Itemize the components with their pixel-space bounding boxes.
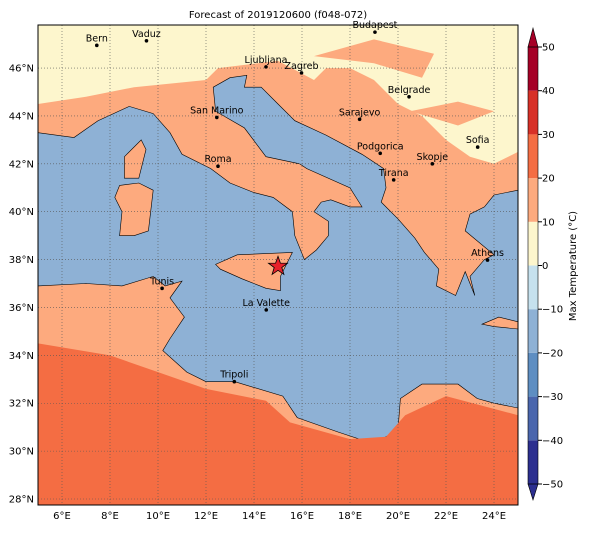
city-dot bbox=[299, 71, 304, 75]
map-frame bbox=[37, 24, 519, 506]
city-label: Sofia bbox=[466, 135, 490, 146]
lat-tick-label: 36°N bbox=[9, 303, 34, 314]
lat-tick-label: 34°N bbox=[9, 351, 34, 362]
city-dot bbox=[407, 95, 411, 99]
city-label: Tunis bbox=[149, 276, 174, 287]
city-label: Vaduz bbox=[132, 29, 161, 40]
city-label: San Marino bbox=[190, 105, 243, 116]
city-label: La Valette bbox=[242, 298, 290, 309]
colorbar-tick-label: 50 bbox=[542, 43, 555, 54]
lat-tick-label: 28°N bbox=[9, 495, 34, 506]
lat-tick-label: 42°N bbox=[9, 159, 34, 170]
colorbar-band bbox=[528, 265, 538, 310]
lon-tick-label: 12°E bbox=[194, 511, 218, 522]
city-dot bbox=[160, 286, 164, 291]
city-dot bbox=[232, 379, 237, 384]
city-label: Budapest bbox=[352, 20, 397, 31]
lon-tick-label: 24°E bbox=[482, 511, 506, 522]
colorbar-band bbox=[528, 221, 538, 266]
lat-tick-label: 38°N bbox=[9, 255, 34, 266]
land-island bbox=[124, 139, 147, 179]
city-dot bbox=[430, 162, 435, 166]
city-dot bbox=[485, 258, 490, 262]
lat-tick-label: 32°N bbox=[9, 399, 34, 410]
land-island bbox=[480, 316, 518, 330]
colorbar-band bbox=[528, 90, 538, 135]
city-label: Podgorica bbox=[357, 141, 404, 152]
city-label: Skopje bbox=[417, 152, 449, 163]
city-dot bbox=[373, 30, 377, 34]
colorbar-tick-label: 0 bbox=[542, 261, 548, 272]
colorbar-tick-label: 30 bbox=[542, 130, 555, 141]
lon-tick-label: 16°E bbox=[290, 511, 314, 522]
warm-region bbox=[410, 101, 494, 126]
lon-tick-label: 8°E bbox=[101, 511, 119, 522]
colorbar-band bbox=[528, 134, 538, 179]
city-label: Tripoli bbox=[219, 370, 248, 381]
lon-tick-label: 20°E bbox=[386, 511, 410, 522]
lon-tick-label: 18°E bbox=[338, 511, 362, 522]
colorbar-tick-label: 40 bbox=[542, 86, 555, 97]
colorbar-tick-label: −20 bbox=[542, 348, 563, 359]
city-label: Tirana bbox=[378, 168, 409, 179]
city-dot bbox=[391, 178, 396, 182]
colorbar-label: Max Temperature (°C) bbox=[568, 211, 579, 321]
city-label: Sarajevo bbox=[339, 107, 381, 118]
city-label: Zagreb bbox=[285, 61, 319, 72]
city-label: Bern bbox=[86, 33, 108, 44]
colorbar-band bbox=[528, 309, 538, 353]
city-dot bbox=[95, 43, 99, 48]
land-island bbox=[114, 182, 154, 236]
city-dot bbox=[264, 308, 269, 312]
colorbar-tick-label: 20 bbox=[542, 174, 555, 185]
colorbar-band bbox=[528, 178, 538, 222]
colorbar-extend-bottom bbox=[527, 483, 539, 502]
lon-tick-label: 6°E bbox=[53, 511, 71, 522]
city-label: Athens bbox=[471, 248, 504, 259]
colorbar-tick-label: −50 bbox=[542, 480, 563, 491]
lat-tick-label: 46°N bbox=[9, 64, 34, 75]
hot-region bbox=[38, 343, 518, 505]
city-dot bbox=[216, 164, 220, 169]
colorbar-tick-label: −30 bbox=[542, 392, 563, 403]
lat-tick-label: 40°N bbox=[9, 207, 34, 218]
city-label: Ljubljana bbox=[245, 55, 288, 66]
lat-tick-label: 30°N bbox=[9, 447, 34, 458]
colorbar-tick-label: −40 bbox=[542, 436, 563, 447]
lon-tick-label: 14°E bbox=[242, 511, 266, 522]
title: Forecast of 2019120600 (f048-072) bbox=[189, 10, 367, 21]
city-dot bbox=[215, 115, 219, 120]
city-dot bbox=[475, 145, 480, 149]
city-label: Belgrade bbox=[388, 85, 431, 96]
city-dot bbox=[144, 38, 149, 43]
colorbar-band bbox=[528, 47, 538, 91]
colorbar-tick-label: 10 bbox=[542, 217, 555, 228]
lon-tick-label: 10°E bbox=[146, 511, 170, 522]
colorbar-tick-label: −10 bbox=[542, 305, 563, 316]
city-label: Roma bbox=[204, 154, 231, 165]
city-dot bbox=[357, 117, 362, 122]
colorbar-band bbox=[528, 352, 538, 397]
colorbar-band bbox=[528, 440, 538, 484]
lon-tick-label: 22°E bbox=[434, 511, 458, 522]
colorbar-band bbox=[528, 396, 538, 441]
map-area bbox=[38, 25, 518, 505]
city-dot bbox=[378, 151, 383, 156]
event-star bbox=[267, 255, 289, 276]
colorbar-extend-top bbox=[527, 26, 539, 48]
city-dot bbox=[264, 65, 268, 69]
lat-tick-label: 44°N bbox=[9, 111, 34, 122]
